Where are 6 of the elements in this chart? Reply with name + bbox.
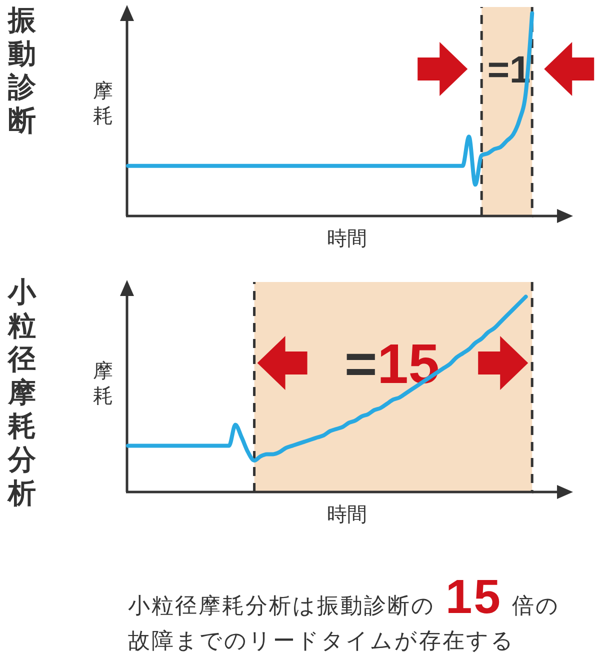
text: 小粒径摩耗分析 — [7, 276, 37, 510]
y-axis-title: 摩耗 — [93, 358, 113, 408]
text: 振動診断 — [7, 4, 37, 138]
y-axis-title: 摩耗 — [93, 78, 113, 128]
x-axis-title: 時間 — [327, 502, 367, 526]
x-axis-title: 時間 — [327, 226, 367, 250]
